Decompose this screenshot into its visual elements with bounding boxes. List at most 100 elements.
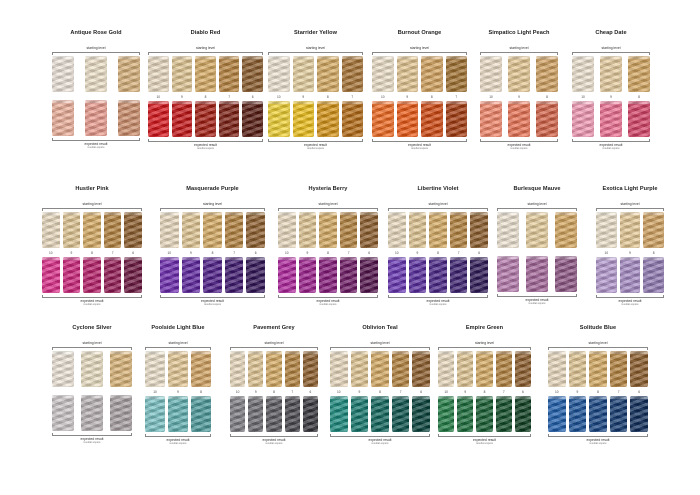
hair-swatch-start (203, 212, 222, 248)
expected-result-sublabel: resultat espere (306, 147, 325, 150)
hair-swatch-start (171, 56, 193, 92)
hair-swatch-start (242, 56, 263, 92)
color-card: Burnout Orange starting level 10 9 8 7 expecte… (372, 30, 467, 165)
hair-swatch-result (555, 256, 577, 292)
level-number: 7 (233, 251, 235, 255)
hair-swatch-start (124, 212, 142, 248)
expected-bracket (148, 139, 263, 142)
level-numbers: 10 9 8 7 6 (148, 95, 263, 99)
hair-swatch-result (609, 396, 628, 432)
hair-swatch-result (339, 257, 358, 293)
hair-swatch-result (248, 396, 264, 432)
expected-bracket (480, 139, 558, 142)
starting-swatch-row (596, 212, 664, 248)
hair-swatch-start (643, 212, 664, 248)
hair-swatch-result (168, 396, 188, 432)
level-numbers: 10 9 8 (480, 95, 558, 99)
expected-result-label: expected result (262, 438, 286, 442)
expected-result-label: expected result (426, 299, 450, 303)
starting-bracket (388, 208, 488, 211)
hair-swatch-result (589, 396, 607, 432)
card-title: Hysteria Berry (308, 186, 348, 192)
hair-swatch-result (628, 101, 650, 137)
hair-swatch-result (42, 257, 60, 293)
hair-swatch-result (246, 257, 265, 293)
hair-swatch-start (350, 351, 369, 387)
starting-level-label: starting level (202, 202, 223, 206)
level-number: 7 (455, 95, 458, 99)
color-card: Empire Green starting level 10 9 8 7 6 expected… (438, 325, 531, 460)
starting-bracket (372, 52, 467, 55)
hair-swatch-start (317, 56, 339, 92)
result-swatch-row (52, 395, 132, 431)
hair-swatch-result (242, 101, 263, 137)
result-swatch-row (548, 396, 648, 432)
level-number: 9 (302, 95, 305, 99)
hair-swatch-result (429, 257, 447, 293)
hair-swatch-start (230, 351, 246, 387)
expected-bracket (548, 434, 648, 437)
level-number: 10 (285, 251, 289, 255)
hair-swatch-start (160, 212, 179, 248)
level-number: 7 (291, 390, 294, 394)
expected-result-sublabel: resultat espere (475, 442, 494, 445)
result-swatch-row (42, 257, 142, 293)
level-number: 8 (327, 251, 329, 255)
expected-result-label: expected result (618, 299, 642, 303)
level-number: 10 (156, 95, 161, 99)
expected-result-sublabel: resultat espere (83, 441, 101, 444)
level-number: 9 (629, 251, 631, 255)
hair-swatch-result (148, 101, 169, 137)
level-numbers: 10 9 8 7 (268, 95, 363, 99)
expected-bracket (278, 295, 378, 298)
hair-swatch-start (449, 212, 468, 248)
level-numbers: 10 9 8 7 6 (330, 390, 430, 394)
hair-swatch-result (548, 396, 566, 432)
hair-swatch-start (470, 212, 488, 248)
hair-swatch-result (526, 256, 548, 292)
color-card: Pavement Grey starting level 10 9 8 7 6 expecte… (230, 325, 318, 460)
level-number: 6 (254, 251, 257, 255)
expected-result-sublabel: resultat espere (203, 303, 222, 306)
hair-swatch-result (203, 257, 222, 293)
expected-result-sublabel: resultat espere (410, 147, 429, 150)
level-number: 10 (49, 251, 53, 255)
expected-bracket (268, 139, 363, 142)
color-card: Burlesque Mauve starting level expected re… (497, 186, 577, 321)
hair-swatch-start (421, 56, 443, 92)
hair-swatch-result (317, 101, 339, 137)
hair-swatch-result (81, 395, 103, 431)
expected-result-label: expected result (525, 298, 549, 302)
hair-swatch-start (572, 56, 594, 92)
hair-swatch-start (548, 351, 566, 387)
color-card: Simpatico Light Peach starting level 10 9 8 e… (480, 30, 558, 165)
hair-swatch-start (628, 56, 650, 92)
color-card: Solitude Blue starting level 10 9 8 7 6 expecte… (548, 325, 648, 460)
level-number: 8 (200, 390, 202, 394)
hair-swatch-result (160, 257, 179, 293)
hair-swatch-start (429, 212, 447, 248)
level-number: 8 (638, 95, 640, 99)
level-number: 7 (347, 251, 350, 255)
expected-bracket (572, 139, 650, 142)
expected-bracket (438, 434, 531, 437)
expected-bracket (330, 434, 430, 437)
hair-swatch-start (218, 56, 240, 92)
level-number: 8 (597, 390, 599, 394)
color-card: Exotica Light Purple starting level 10 9 8 ex… (596, 186, 664, 321)
hair-swatch-start (596, 212, 617, 248)
level-number: 8 (273, 390, 275, 394)
hair-swatch-start (302, 351, 318, 387)
level-number: 6 (478, 251, 481, 255)
starting-level-label: starting level (82, 341, 102, 345)
hair-swatch-start (278, 212, 296, 248)
level-number: 8 (326, 95, 329, 99)
expected-bracket (497, 294, 577, 297)
level-number: 7 (351, 95, 354, 99)
starting-swatch-row (480, 56, 558, 92)
starting-level-label: starting level (509, 46, 529, 50)
starting-level-label: starting level (370, 341, 390, 345)
starting-bracket (438, 347, 531, 350)
hair-swatch-start (457, 351, 474, 387)
expected-result-sublabel: resultat espere (429, 303, 447, 306)
